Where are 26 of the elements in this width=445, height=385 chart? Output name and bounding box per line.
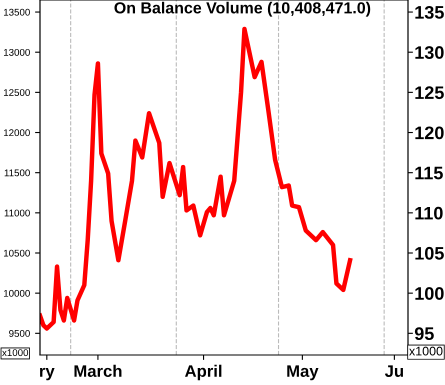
- y2-tick-label: 115: [415, 166, 443, 180]
- y2-tick-label: 135: [415, 6, 444, 19]
- y2-tick-label: 105: [415, 246, 444, 260]
- chart-title: On Balance Volume (10,408,471.0): [114, 2, 370, 17]
- x-tick-label: March: [74, 364, 122, 377]
- y2-tick-label: 120: [415, 126, 444, 140]
- y-tick-label: 10000: [4, 290, 30, 297]
- x-tick-label: Ju: [384, 365, 403, 377]
- y-tick-label: 12000: [4, 129, 30, 136]
- y2-tick-label: 95: [414, 327, 434, 340]
- text: x1000: [409, 346, 443, 356]
- x-tick-label: May: [287, 365, 318, 380]
- y2-tick-label: 125: [415, 86, 444, 100]
- y-tick-label: 9500: [9, 330, 30, 337]
- y-tick-label: 11500: [4, 169, 30, 176]
- y2-tick-label: 110: [415, 206, 443, 220]
- y2-tick-label: 100: [415, 287, 444, 300]
- text: x1000: [2, 349, 28, 356]
- x-tick-label: April: [184, 364, 222, 380]
- y2-tick-label: 130: [415, 46, 444, 59]
- y-tick-label: 10500: [4, 250, 30, 257]
- y-tick-label: 13500: [4, 8, 30, 16]
- y-tick-label: 11000: [4, 210, 30, 216]
- x-tick-label: ry: [40, 368, 55, 380]
- y-tick-label: 13000: [4, 48, 30, 56]
- y-tick-label: 12500: [4, 89, 30, 96]
